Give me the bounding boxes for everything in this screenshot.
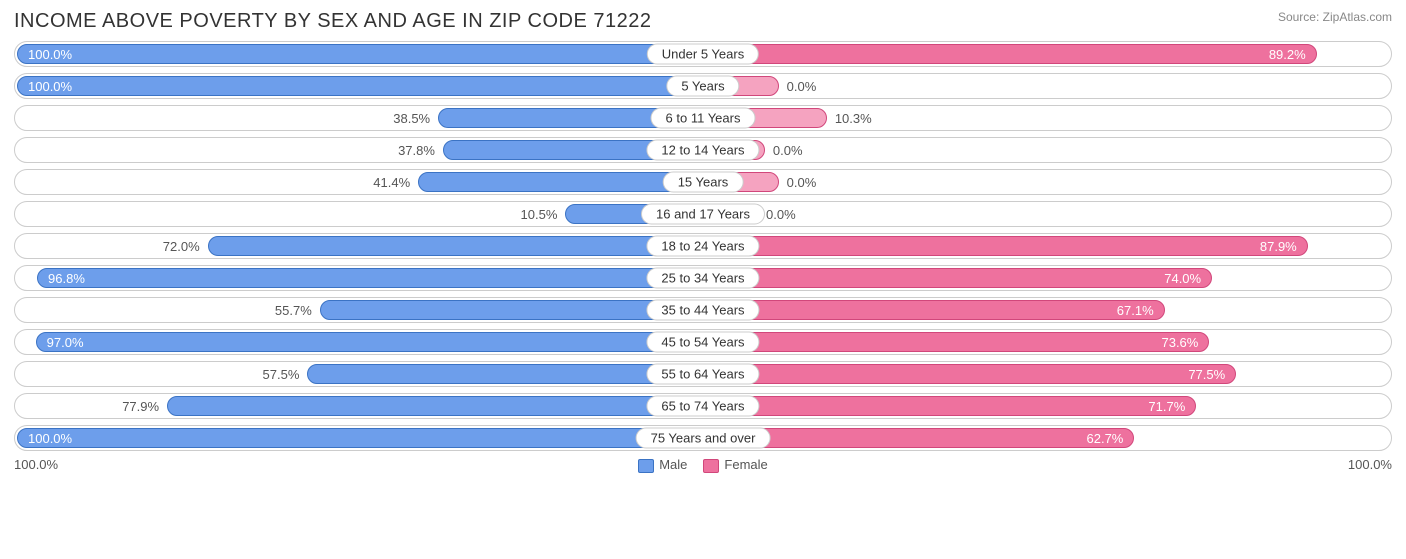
male-value: 41.4% bbox=[373, 170, 410, 194]
male-bar bbox=[307, 364, 703, 384]
female-bar: 89.2% bbox=[703, 44, 1317, 64]
table-row: 77.9% 71.7% 65 to 74 Years bbox=[14, 393, 1392, 419]
legend-male: Male bbox=[638, 457, 687, 473]
female-value: 10.3% bbox=[835, 106, 872, 130]
table-row: 100.0% 89.2% Under 5 Years bbox=[14, 41, 1392, 67]
table-row: 38.5% 10.3% 6 to 11 Years bbox=[14, 105, 1392, 131]
male-value: 10.5% bbox=[521, 202, 558, 226]
category-label: 15 Years bbox=[663, 172, 744, 193]
male-bar: 97.0% bbox=[36, 332, 703, 352]
female-bar: 77.5% bbox=[703, 364, 1236, 384]
female-value: 0.0% bbox=[773, 138, 803, 162]
female-bar: 67.1% bbox=[703, 300, 1165, 320]
female-value: 73.6% bbox=[1161, 335, 1198, 350]
male-value: 72.0% bbox=[163, 234, 200, 258]
male-value: 38.5% bbox=[393, 106, 430, 130]
male-bar: 96.8% bbox=[37, 268, 703, 288]
male-value: 55.7% bbox=[275, 298, 312, 322]
male-value: 37.8% bbox=[398, 138, 435, 162]
table-row: 37.8% 0.0% 12 to 14 Years bbox=[14, 137, 1392, 163]
male-bar bbox=[208, 236, 703, 256]
chart-title: INCOME ABOVE POVERTY BY SEX AND AGE IN Z… bbox=[14, 10, 651, 33]
male-value: 100.0% bbox=[28, 79, 72, 94]
male-bar: 100.0% bbox=[17, 44, 703, 64]
male-value: 100.0% bbox=[28, 47, 72, 62]
female-value: 77.5% bbox=[1188, 367, 1225, 382]
legend-female-label: Female bbox=[724, 457, 767, 472]
axis-left-label: 100.0% bbox=[14, 457, 58, 472]
male-value: 77.9% bbox=[122, 394, 159, 418]
male-value: 96.8% bbox=[48, 271, 85, 286]
category-label: 16 and 17 Years bbox=[641, 204, 765, 225]
table-row: 10.5% 0.0%16 and 17 Years bbox=[14, 201, 1392, 227]
table-row: 100.0% 0.0% 5 Years bbox=[14, 73, 1392, 99]
legend-female: Female bbox=[703, 457, 767, 473]
legend-male-label: Male bbox=[659, 457, 687, 472]
female-value: 0.0% bbox=[787, 74, 817, 98]
female-bar: 71.7% bbox=[703, 396, 1196, 416]
chart-source: Source: ZipAtlas.com bbox=[1278, 10, 1392, 24]
legend: Male Female bbox=[638, 457, 768, 473]
male-value: 100.0% bbox=[28, 431, 72, 446]
category-label: 65 to 74 Years bbox=[646, 396, 759, 417]
category-label: 35 to 44 Years bbox=[646, 300, 759, 321]
axis-right-label: 100.0% bbox=[1348, 457, 1392, 472]
category-label: 18 to 24 Years bbox=[646, 236, 759, 257]
female-value: 0.0% bbox=[766, 202, 796, 226]
diverging-bar-chart: 100.0% 89.2% Under 5 Years 100.0% 0.0% 5 Year… bbox=[14, 41, 1392, 451]
category-label: 12 to 14 Years bbox=[646, 140, 759, 161]
table-row: 72.0% 87.9% 18 to 24 Years bbox=[14, 233, 1392, 259]
category-label: 25 to 34 Years bbox=[646, 268, 759, 289]
male-bar bbox=[418, 172, 703, 192]
category-label: 75 Years and over bbox=[636, 428, 771, 449]
female-bar: 87.9% bbox=[703, 236, 1308, 256]
table-row: 96.8% 74.0% 25 to 34 Years bbox=[14, 265, 1392, 291]
category-label: 55 to 64 Years bbox=[646, 364, 759, 385]
female-value: 74.0% bbox=[1164, 271, 1201, 286]
table-row: 97.0% 73.6% 45 to 54 Years bbox=[14, 329, 1392, 355]
female-value: 0.0% bbox=[787, 170, 817, 194]
female-value: 62.7% bbox=[1087, 431, 1124, 446]
female-value: 89.2% bbox=[1269, 47, 1306, 62]
table-row: 55.7% 67.1% 35 to 44 Years bbox=[14, 297, 1392, 323]
male-value: 57.5% bbox=[263, 362, 300, 386]
female-value: 87.9% bbox=[1260, 239, 1297, 254]
male-bar: 100.0% bbox=[17, 428, 703, 448]
female-bar: 73.6% bbox=[703, 332, 1209, 352]
female-bar: 74.0% bbox=[703, 268, 1212, 288]
female-value: 71.7% bbox=[1148, 399, 1185, 414]
category-label: 6 to 11 Years bbox=[651, 108, 756, 129]
table-row: 100.0% 62.7% 75 Years and over bbox=[14, 425, 1392, 451]
female-value: 67.1% bbox=[1117, 303, 1154, 318]
male-value: 97.0% bbox=[47, 335, 84, 350]
male-bar: 100.0% bbox=[17, 76, 703, 96]
female-swatch bbox=[703, 459, 719, 473]
category-label: Under 5 Years bbox=[647, 44, 759, 65]
category-label: 5 Years bbox=[666, 76, 739, 97]
male-swatch bbox=[638, 459, 654, 473]
male-bar bbox=[167, 396, 703, 416]
table-row: 41.4% 0.0% 15 Years bbox=[14, 169, 1392, 195]
category-label: 45 to 54 Years bbox=[646, 332, 759, 353]
table-row: 57.5% 77.5% 55 to 64 Years bbox=[14, 361, 1392, 387]
